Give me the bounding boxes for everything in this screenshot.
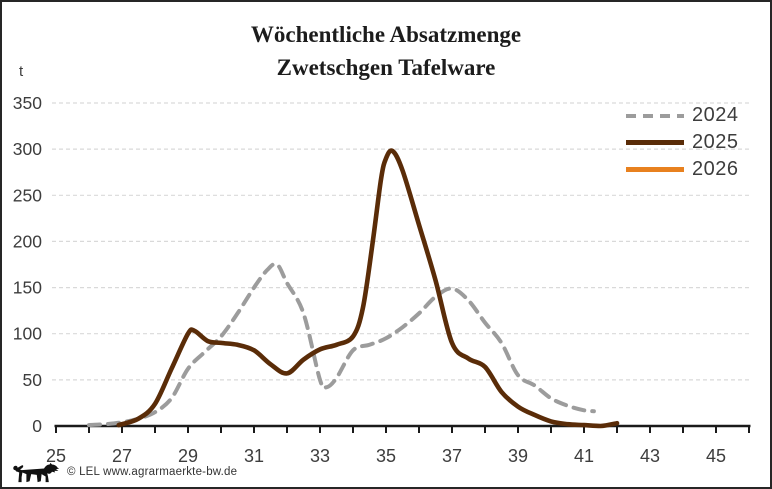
y-axis-tick-label: 250 [13,185,42,205]
legend-swatch-2025 [626,140,684,145]
footer-credit-text: © LEL www.agrarmaerkte-bw.de [67,466,238,478]
chart-title-line2: Zwetschgen Tafelware [276,55,496,80]
bw-lion-logo-icon [13,462,60,482]
x-axis-tick-label: 25 [46,446,66,466]
x-axis-tick-label: 43 [640,446,660,466]
y-axis-tick-label: 100 [13,324,42,344]
y-axis-tick-label: 300 [13,139,42,159]
x-axis-tick-label: 29 [178,446,198,466]
legend-label-2025: 2025 [692,131,739,153]
x-axis-tick-label: 37 [442,446,462,466]
legend-item-2026: 2026 [626,156,739,183]
series-line-2025 [116,148,620,429]
x-axis-tick-label: 27 [112,446,132,466]
series-line-2024 [87,261,596,428]
x-axis-tick-label: 31 [244,446,264,466]
y-axis-tick-label: 350 [13,93,42,113]
legend-label-2026: 2026 [692,158,739,180]
chart-title-line1: Wöchentliche Absatzmenge [250,22,522,47]
x-axis-tick-label: 39 [508,446,528,466]
legend: 2024 2025 2026 [626,102,739,183]
legend-swatch-2026 [626,167,684,172]
x-axis-tick-label: 41 [574,446,594,466]
y-axis-tick-label: 50 [23,370,43,390]
chart-title: Wöchentliche Absatzmenge Zwetschgen Tafe… [2,18,770,84]
footer: © LEL www.agrarmaerkte-bw.de [12,460,237,484]
y-axis-tick-label: 200 [13,231,42,251]
x-axis-tick-label: 33 [310,446,330,466]
x-axis-tick-label: 45 [706,446,726,466]
y-axis-tick-label: 150 [13,278,42,298]
legend-swatch-2024 [626,113,684,118]
legend-item-2024: 2024 [626,102,739,129]
y-axis-unit-label: t [19,63,24,80]
x-axis-tick-label: 35 [376,446,396,466]
legend-label-2024: 2024 [692,104,739,126]
y-axis-tick-label: 0 [32,416,42,436]
legend-item-2025: 2025 [626,129,739,156]
